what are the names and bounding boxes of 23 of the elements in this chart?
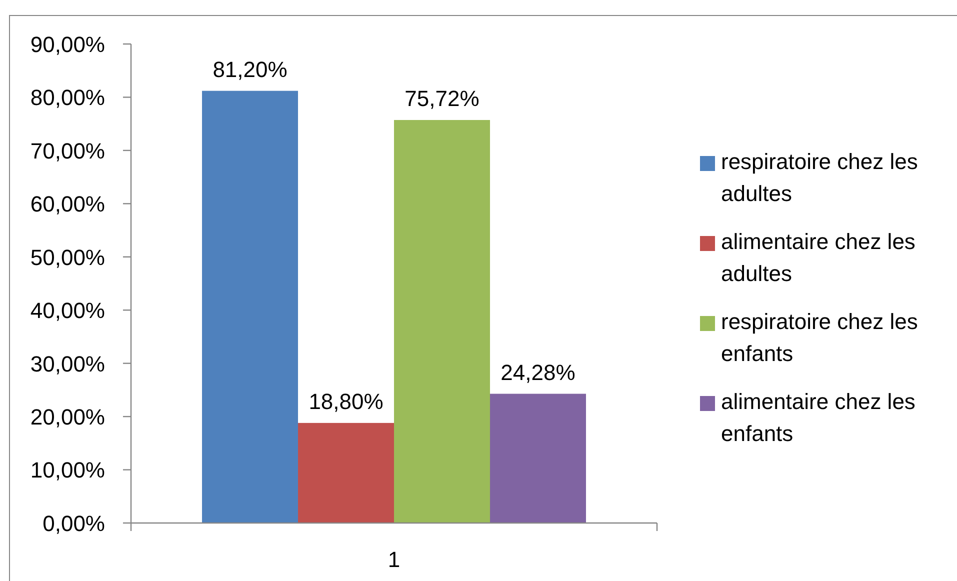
y-tick-label: 30,00%: [30, 351, 105, 376]
y-tick-label: 70,00%: [30, 138, 105, 164]
legend-label: alimentaire chez les adultes: [721, 229, 916, 286]
y-tick-label: 80,00%: [30, 85, 105, 110]
legend-label: respiratoire chez les enfants: [721, 309, 918, 366]
y-tick-label: 10,00%: [30, 458, 105, 483]
bar: [490, 394, 586, 523]
y-tick-label: 50,00%: [30, 244, 105, 270]
data-label: 18,80%: [308, 388, 384, 414]
data-label: 24,28%: [500, 360, 576, 385]
data-label: 81,20%: [212, 56, 288, 82]
bar: [298, 422, 394, 523]
y-tick-label: 90,00%: [30, 32, 105, 57]
legend-label: alimentaire chez les enfants: [721, 389, 916, 446]
y-tick-label: 40,00%: [30, 298, 105, 324]
y-tick-label: 0,00%: [42, 510, 105, 536]
bar: [202, 90, 298, 523]
bar: [394, 120, 490, 523]
y-tick-label: 60,00%: [30, 192, 105, 217]
legend-label: respiratoire chez les adultes: [721, 149, 918, 206]
x-tick-label: 1: [388, 547, 400, 572]
y-tick-label: 20,00%: [30, 404, 105, 430]
data-label: 75,72%: [404, 86, 480, 111]
